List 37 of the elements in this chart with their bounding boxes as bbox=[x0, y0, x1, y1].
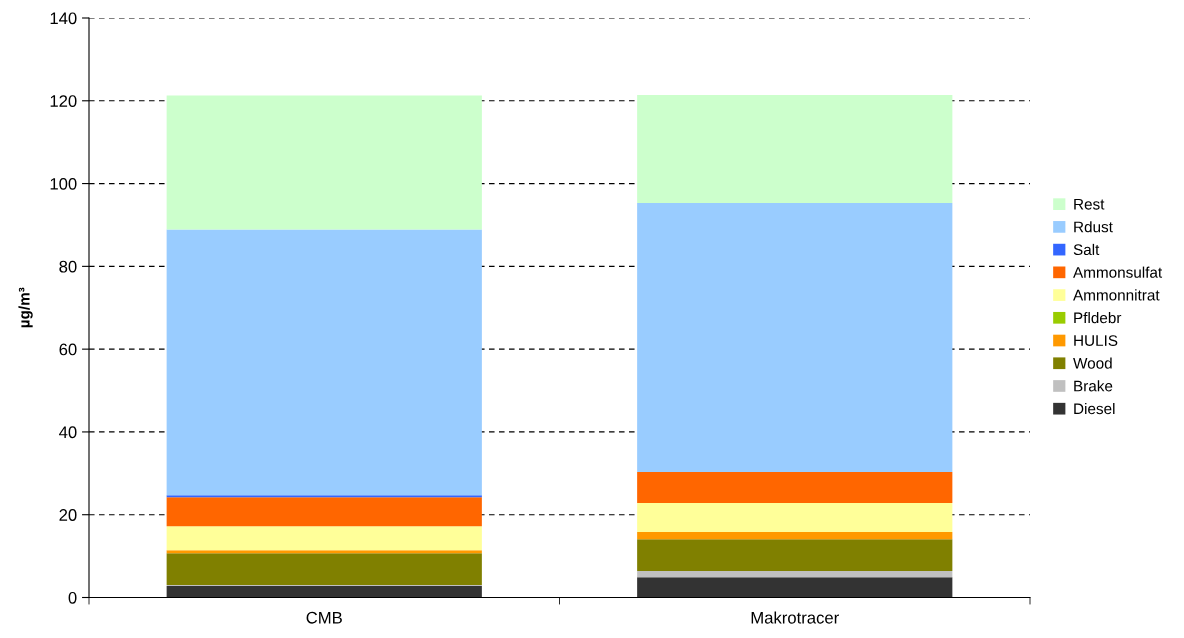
y-tick-label: 20 bbox=[59, 509, 77, 521]
bar bbox=[637, 203, 953, 473]
legend-label: Ammonnitrat bbox=[1073, 289, 1160, 301]
y-tick-label: 60 bbox=[59, 343, 77, 356]
legend-label: HULIS bbox=[1074, 335, 1118, 346]
y-axis-title: µg/m³ bbox=[18, 287, 33, 328]
x-tick-label: CMB bbox=[306, 611, 342, 624]
bar bbox=[166, 495, 482, 498]
bar bbox=[637, 577, 953, 598]
y-tick-label: 120 bbox=[50, 95, 77, 107]
bar bbox=[166, 585, 482, 598]
legend-label: Salt bbox=[1073, 243, 1100, 256]
bar bbox=[166, 553, 482, 586]
bar bbox=[166, 95, 482, 230]
bar bbox=[637, 539, 953, 572]
legend-label: Ammonsulfat bbox=[1073, 266, 1163, 278]
bar bbox=[166, 497, 482, 527]
bar bbox=[637, 94, 953, 204]
y-tick-label: 80 bbox=[59, 260, 77, 273]
legend-label: Rest bbox=[1074, 198, 1105, 210]
bar bbox=[637, 503, 953, 533]
x-tick-label: Makrotracer bbox=[751, 611, 839, 624]
legend-label: Diesel bbox=[1074, 402, 1115, 415]
legend-label: Brake bbox=[1074, 380, 1113, 392]
bar bbox=[166, 229, 482, 496]
y-tick-label: 0 bbox=[68, 591, 77, 604]
legend-label: Wood bbox=[1073, 357, 1112, 369]
legend-label: Pfldebr bbox=[1074, 312, 1122, 324]
y-tick-label: 140 bbox=[50, 12, 77, 25]
bar bbox=[637, 532, 953, 540]
y-tick-label: 100 bbox=[50, 177, 77, 190]
y-tick-label: 40 bbox=[59, 426, 77, 439]
bar bbox=[637, 472, 953, 504]
bar bbox=[166, 550, 482, 554]
bar bbox=[166, 526, 482, 551]
legend-label: Rdust bbox=[1074, 221, 1113, 233]
bar bbox=[637, 571, 953, 578]
